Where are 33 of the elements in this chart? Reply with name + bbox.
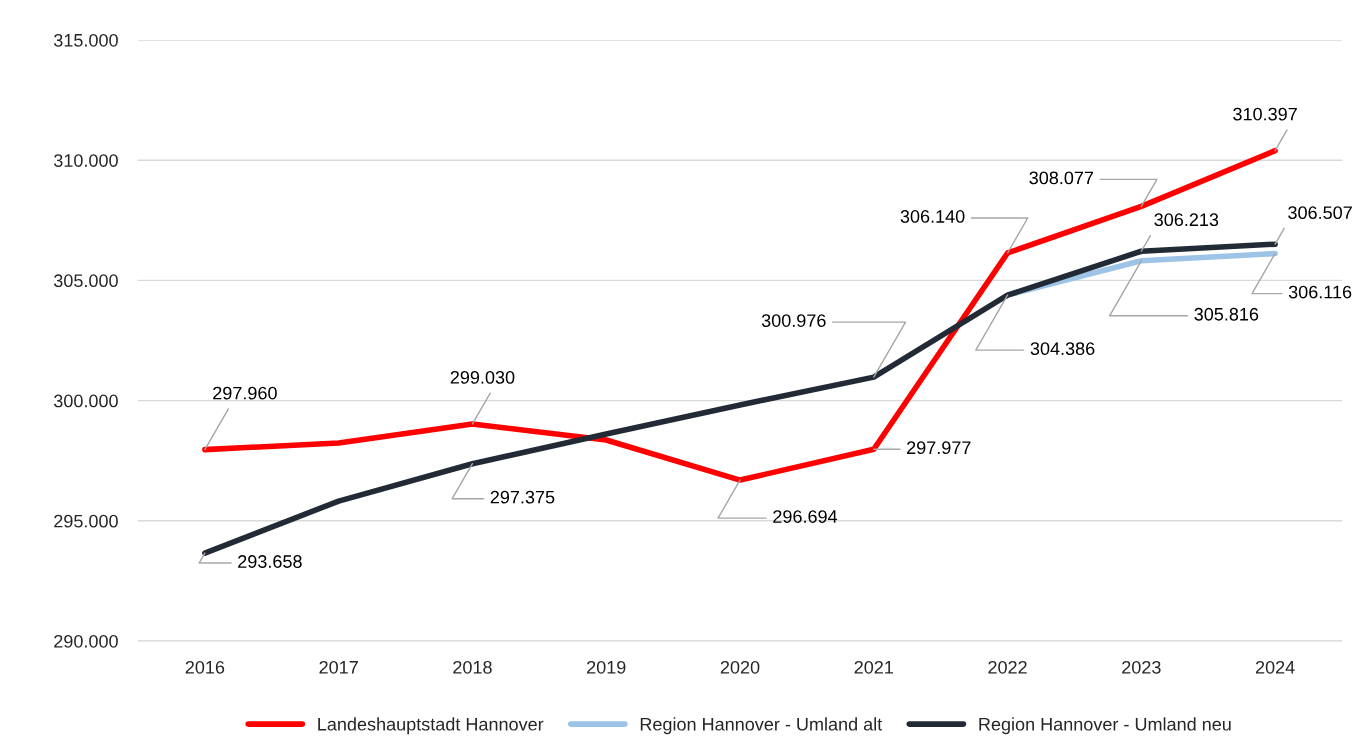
legend-label: Landeshauptstadt Hannover — [318, 717, 544, 735]
data-label: 297.977 — [907, 441, 971, 455]
x-tick-label: 2017 — [319, 660, 358, 674]
x-tick-label: 2019 — [587, 660, 626, 674]
x-tick-label: 2022 — [988, 660, 1027, 674]
data-label: 299.030 — [450, 370, 515, 384]
y-tick-label: 295.000 — [54, 514, 118, 528]
data-label: 308.077 — [1029, 171, 1094, 185]
data-label: 310.397 — [1233, 107, 1297, 121]
data-label: 300.976 — [761, 314, 826, 327]
data-label: 306.507 — [1288, 206, 1352, 220]
data-label: 306.116 — [1288, 285, 1352, 299]
data-label: 305.816 — [1194, 307, 1259, 321]
y-tick-label: 290.000 — [54, 634, 118, 648]
data-label: 306.213 — [1154, 213, 1219, 227]
data-label: 296.694 — [773, 510, 838, 523]
x-tick-label: 2018 — [453, 660, 492, 674]
y-tick-label: 305.000 — [53, 274, 118, 288]
data-label: 297.960 — [213, 386, 277, 400]
data-label: 293.658 — [238, 555, 302, 568]
legend-label: Region Hannover - Umland neu — [979, 717, 1231, 735]
x-tick-label: 2024 — [1255, 660, 1295, 674]
x-tick-label: 2016 — [185, 660, 225, 674]
data-label: 297.375 — [490, 490, 555, 504]
x-tick-label: 2021 — [854, 660, 893, 674]
y-tick-label: 315.000 — [53, 33, 118, 47]
y-tick-label: 300.000 — [53, 394, 118, 408]
data-label: 306.140 — [900, 210, 965, 223]
y-tick-label: 310.000 — [53, 154, 118, 167]
data-label: 304.386 — [1030, 342, 1095, 356]
legend-label: Region Hannover - Umland alt — [640, 717, 883, 735]
x-tick-label: 2020 — [720, 660, 760, 674]
x-tick-label: 2023 — [1122, 660, 1161, 674]
